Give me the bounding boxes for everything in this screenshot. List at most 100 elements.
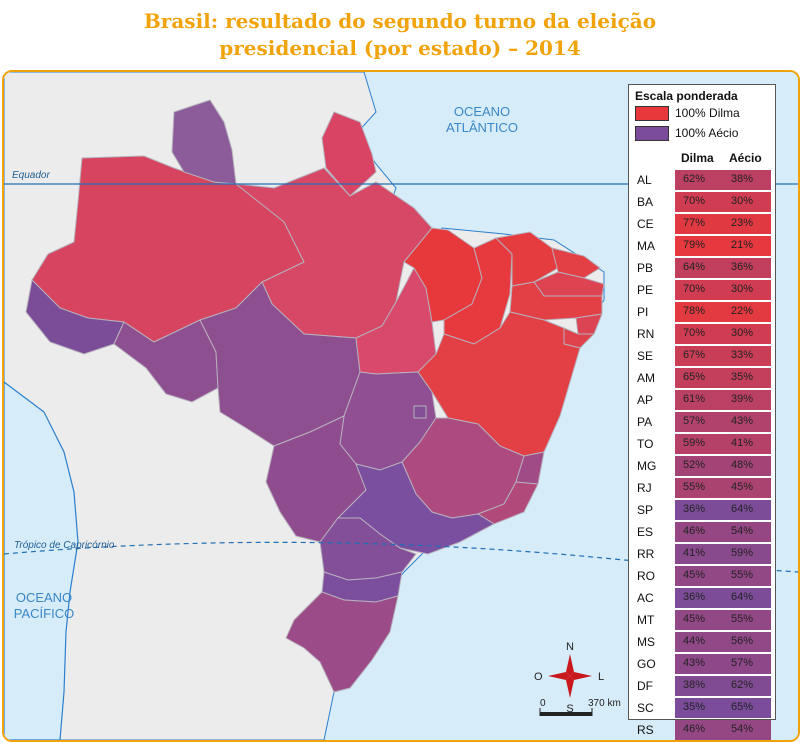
state-code: GO: [637, 657, 656, 671]
dilma-value: 35%: [683, 701, 706, 713]
dilma-value: 57%: [683, 415, 706, 427]
state-code: RO: [637, 569, 655, 583]
table-row: TO 59% 41%: [629, 433, 777, 455]
aecio-value: 43%: [731, 415, 754, 427]
state-code: PE: [637, 283, 654, 297]
aecio-value: 56%: [731, 635, 754, 647]
table-row: AM 65% 35%: [629, 367, 777, 389]
dilma-value: 78%: [683, 305, 706, 317]
aecio-value: 35%: [731, 371, 754, 383]
state-code: PI: [637, 305, 649, 319]
aecio-value: 59%: [731, 547, 754, 559]
table-row: RS 46% 54%: [629, 719, 777, 740]
legend-key-dilma: 100% Dilma: [635, 105, 775, 121]
table-row: DF 38% 62%: [629, 675, 777, 697]
table-row: PA 57% 43%: [629, 411, 777, 433]
aecio-value: 21%: [731, 239, 754, 251]
dilma-value: 38%: [683, 679, 706, 691]
legend-key-dilma-label: 100% Dilma: [675, 106, 740, 120]
pacific-label-2: PACÍFICO: [14, 606, 74, 621]
state-ce[interactable]: [494, 231, 559, 287]
state-code: CE: [637, 217, 654, 231]
result-color-cell: [675, 544, 771, 564]
compass-n: N: [566, 641, 574, 653]
result-color-cell: [675, 610, 771, 630]
result-color-cell: [675, 214, 771, 234]
result-color-cell: [675, 368, 771, 388]
state-code: RJ: [637, 481, 652, 495]
dilma-value: 55%: [683, 481, 706, 493]
state-code: SC: [637, 701, 654, 715]
state-code: ES: [637, 525, 654, 539]
table-row: PE 70% 30%: [629, 279, 777, 301]
state-code: MT: [637, 613, 655, 627]
result-color-cell: [675, 588, 771, 608]
map-title: Brasil: resultado do segundo turno da el…: [0, 0, 800, 70]
aecio-value: 65%: [731, 701, 754, 713]
dilma-value: 59%: [683, 437, 706, 449]
aecio-value: 45%: [731, 481, 754, 493]
result-color-cell: [675, 302, 771, 322]
atlantic-label-1: OCEANO: [454, 104, 510, 119]
results-table: AL 62% 38% BA 70% 30% CE 77% 23% MA 79% 21% PB 64% 36%…: [629, 169, 777, 740]
table-row: ES 46% 54%: [629, 521, 777, 543]
dilma-value: 46%: [683, 723, 706, 735]
result-color-cell: [675, 412, 771, 432]
result-color-cell: [675, 522, 771, 542]
compass-s: S: [566, 703, 573, 715]
table-row: SP 36% 64%: [629, 499, 777, 521]
dilma-value: 41%: [683, 547, 706, 559]
atlantic-label-2: ATLÂNTICO: [446, 120, 518, 135]
state-code: DF: [637, 679, 653, 693]
table-row: PI 78% 22%: [629, 301, 777, 323]
aecio-value: 55%: [731, 569, 754, 581]
table-row: AC 36% 64%: [629, 587, 777, 609]
column-header-aecio: Aécio: [729, 151, 762, 165]
result-color-cell: [675, 698, 771, 718]
result-color-cell: [675, 170, 771, 190]
state-df[interactable]: [413, 405, 427, 419]
state-code: AC: [637, 591, 654, 605]
state-ro[interactable]: [113, 319, 219, 403]
table-row: MT 45% 55%: [629, 609, 777, 631]
state-rn[interactable]: [551, 247, 601, 279]
compass-rose-icon: N S L O: [534, 641, 604, 715]
result-color-cell: [675, 654, 771, 674]
aecio-value: 55%: [731, 613, 754, 625]
legend-key-aecio: 100% Aécio: [635, 125, 775, 141]
map-frame: Equador Trópico de Capricórnio OCEANO AT…: [2, 70, 800, 742]
scale-bar: 0 370 km: [539, 698, 621, 716]
aecio-value: 64%: [731, 591, 754, 603]
result-color-cell: [675, 632, 771, 652]
aecio-value: 30%: [731, 195, 754, 207]
tropic-label: Trópico de Capricórnio: [14, 540, 115, 551]
aecio-value: 64%: [731, 503, 754, 515]
result-color-cell: [675, 258, 771, 278]
title-line-1: Brasil: resultado do segundo turno da el…: [143, 9, 657, 33]
dilma-value: 36%: [683, 503, 706, 515]
result-color-cell: [675, 500, 771, 520]
result-color-cell: [675, 456, 771, 476]
dilma-value: 44%: [683, 635, 706, 647]
aecio-value: 22%: [731, 305, 754, 317]
state-pi[interactable]: [443, 237, 513, 345]
state-code: AP: [637, 393, 654, 407]
state-rs[interactable]: [285, 591, 399, 693]
state-code: RR: [637, 547, 655, 561]
state-code: MA: [637, 239, 655, 253]
state-code: MS: [637, 635, 655, 649]
legend-swatch-aecio: [635, 126, 669, 141]
legend-key-aecio-label: 100% Aécio: [675, 126, 739, 140]
aecio-value: 30%: [731, 327, 754, 339]
table-row: MG 52% 48%: [629, 455, 777, 477]
dilma-value: 46%: [683, 525, 706, 537]
result-color-cell: [675, 236, 771, 256]
table-row: MA 79% 21%: [629, 235, 777, 257]
state-code: BA: [637, 195, 654, 209]
table-row: AL 62% 38%: [629, 169, 777, 191]
aecio-value: 41%: [731, 437, 754, 449]
aecio-value: 23%: [731, 217, 754, 229]
dilma-value: 70%: [683, 327, 706, 339]
result-color-cell: [675, 566, 771, 586]
dilma-value: 36%: [683, 591, 706, 603]
